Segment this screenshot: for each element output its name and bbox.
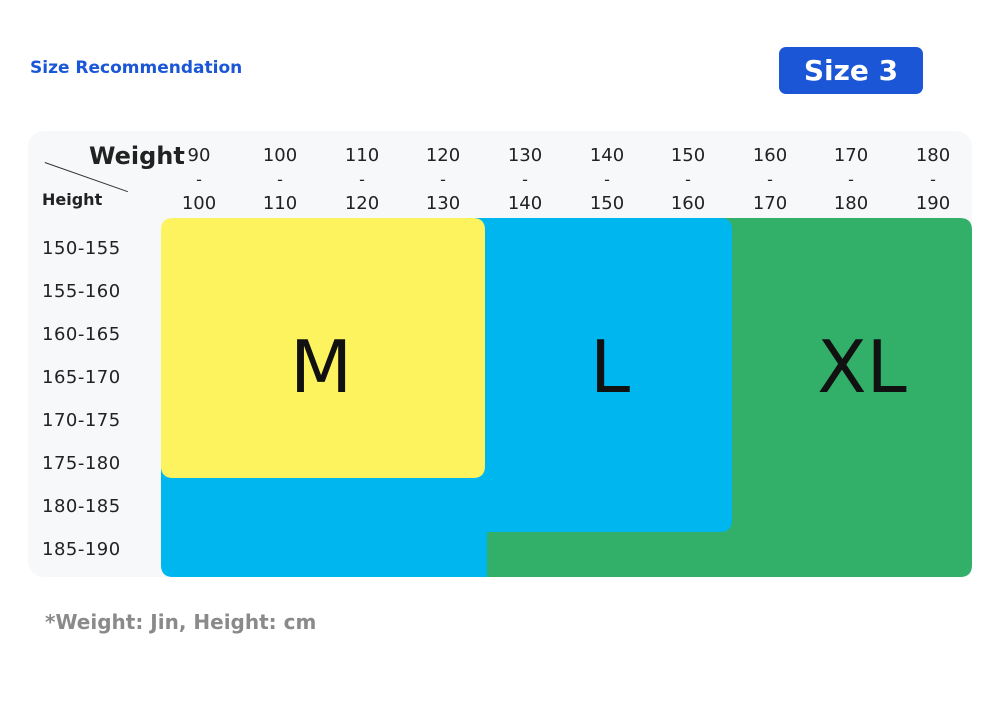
size-label-l: L xyxy=(589,325,631,409)
height-row-2: 160-165 xyxy=(42,324,121,345)
height-axis-label: Height xyxy=(42,190,103,209)
weight-col-1: 100-110 xyxy=(262,145,298,214)
size-zone-l-right xyxy=(475,218,732,532)
weight-col-4: 130-140 xyxy=(507,145,543,214)
weight-col-9: 180-190 xyxy=(915,145,951,214)
weight-col-3: 120-130 xyxy=(425,145,461,214)
size-zone-m xyxy=(161,218,485,478)
weight-col-7: 160-170 xyxy=(752,145,788,214)
size-badge: Size 3 xyxy=(779,47,923,94)
page-title: Size Recommendation xyxy=(30,58,243,78)
size-label-m: M xyxy=(289,325,353,409)
weight-col-0: 90-100 xyxy=(181,145,217,214)
height-row-1: 155-160 xyxy=(42,281,121,302)
weight-col-8: 170-180 xyxy=(833,145,869,214)
units-footnote: *Weight: Jin, Height: cm xyxy=(45,610,317,634)
height-row-4: 170-175 xyxy=(42,410,121,431)
height-row-0: 150-155 xyxy=(42,238,121,259)
height-row-3: 165-170 xyxy=(42,367,121,388)
size-label-xl: XL xyxy=(817,325,907,409)
height-row-5: 175-180 xyxy=(42,453,121,474)
weight-col-2: 110-120 xyxy=(344,145,380,214)
height-row-7: 185-190 xyxy=(42,539,121,560)
weight-col-6: 150-160 xyxy=(670,145,706,214)
weight-axis-label: Weight xyxy=(89,142,185,170)
height-row-6: 180-185 xyxy=(42,496,121,517)
weight-col-5: 140-150 xyxy=(589,145,625,214)
size-zone-l-bottom xyxy=(161,466,487,577)
